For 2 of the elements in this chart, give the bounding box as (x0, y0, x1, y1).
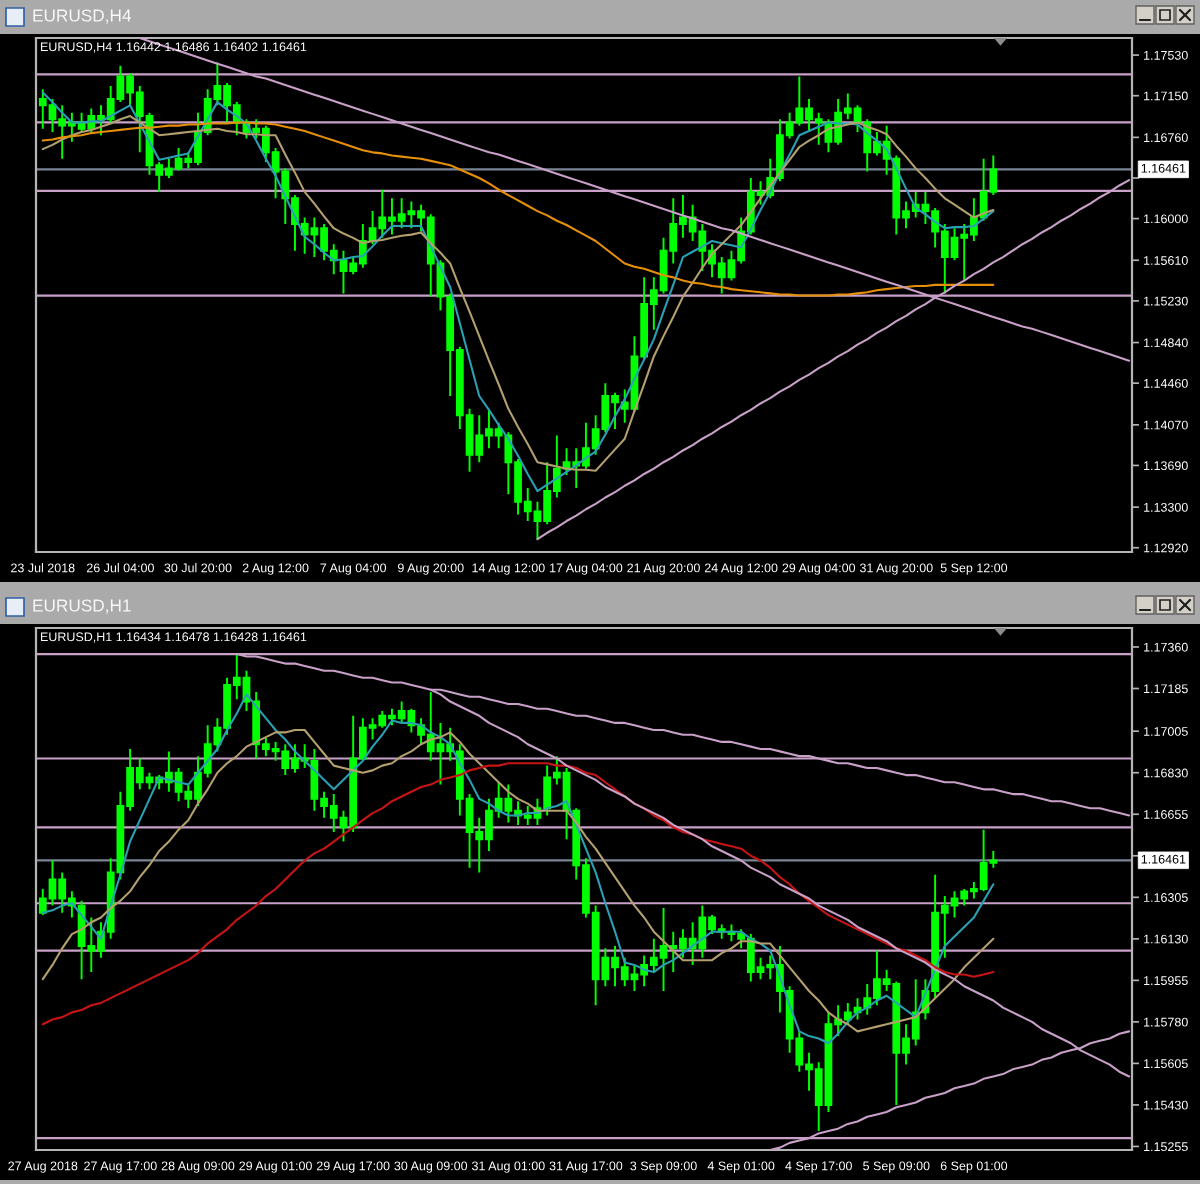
chart-title: EURUSD,H4 (33, 9, 132, 24)
chart-title: EURUSD,H1 (33, 599, 131, 614)
